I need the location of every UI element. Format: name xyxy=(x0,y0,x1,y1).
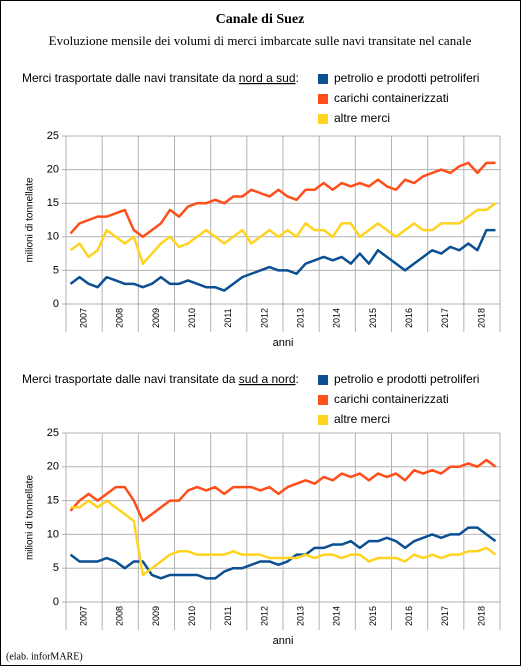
x-tick-label: 2013 xyxy=(295,606,305,626)
x-tick-label: 2014 xyxy=(332,606,342,626)
x-tick-label: 2018 xyxy=(476,308,486,328)
y-tick-label: 15 xyxy=(47,495,59,507)
heading-part: sud a nord xyxy=(239,372,296,386)
x-tick-label: 2015 xyxy=(368,606,378,626)
legend-swatch xyxy=(318,94,328,104)
y-axis-title: milioni di tonnellate xyxy=(25,177,36,262)
heading-part: : xyxy=(296,71,299,85)
x-tick-label: 2018 xyxy=(476,606,486,626)
y-tick-label: 5 xyxy=(53,562,59,574)
y-tick-label: 0 xyxy=(53,596,59,608)
series-line xyxy=(69,228,496,292)
x-tick-label: 2007 xyxy=(78,308,88,328)
x-tick-label: 2012 xyxy=(259,606,269,626)
legend-swatch xyxy=(318,395,328,405)
x-tick-label: 2011 xyxy=(223,308,233,327)
legend-label: petrolio e prodotti petroliferi xyxy=(334,372,479,386)
heading-part: Merci trasportate dalle navi transitate … xyxy=(22,71,239,85)
note: (elab. inforMARE) xyxy=(6,651,83,662)
heading-part: : xyxy=(296,372,299,386)
x-axis-title: anni xyxy=(273,337,294,349)
x-tick-label: 2009 xyxy=(151,308,161,328)
series-line xyxy=(69,458,497,523)
chart-heading: Merci trasportate dalle navi transitate … xyxy=(22,372,299,386)
x-tick-label: 2009 xyxy=(151,606,161,626)
x-tick-label: 2017 xyxy=(440,308,450,328)
legend-label: altre merci xyxy=(334,111,390,125)
y-axis-title: milioni di tonnellate xyxy=(25,475,36,560)
title: Canale di Suez xyxy=(216,12,305,27)
x-tick-label: 2010 xyxy=(187,606,197,626)
x-tick-label: 2016 xyxy=(404,308,414,328)
legend-swatch xyxy=(318,375,328,385)
y-tick-label: 15 xyxy=(47,197,59,209)
x-tick-label: 2013 xyxy=(295,308,305,328)
x-tick-label: 2008 xyxy=(115,606,125,626)
legend-label: carichi containerizzati xyxy=(334,392,449,406)
y-tick-label: 10 xyxy=(47,528,59,540)
x-tick-label: 2016 xyxy=(404,606,414,626)
x-tick-label: 2011 xyxy=(223,606,233,625)
y-tick-label: 20 xyxy=(47,461,59,473)
y-tick-label: 0 xyxy=(53,298,59,310)
y-tick-label: 25 xyxy=(47,130,59,142)
heading-part: nord a sud xyxy=(239,71,296,85)
legend-label: carichi containerizzati xyxy=(334,91,449,105)
x-axis-title: anni xyxy=(273,635,294,647)
y-tick-label: 10 xyxy=(47,231,59,243)
legend-swatch xyxy=(318,415,328,425)
x-tick-label: 2015 xyxy=(368,308,378,328)
series-line xyxy=(69,202,497,265)
series-line xyxy=(69,161,496,239)
x-tick-label: 2007 xyxy=(78,606,88,626)
legend-label: altre merci xyxy=(334,412,390,426)
legend-swatch xyxy=(318,114,328,124)
x-tick-label: 2008 xyxy=(115,308,125,328)
series-line xyxy=(70,499,497,577)
x-tick-label: 2010 xyxy=(187,308,197,328)
y-tick-label: 25 xyxy=(47,427,59,439)
y-tick-label: 5 xyxy=(53,264,59,276)
x-tick-label: 2012 xyxy=(259,308,269,328)
x-tick-label: 2014 xyxy=(332,308,342,328)
legend-swatch xyxy=(318,74,328,84)
chart-heading: Merci trasportate dalle navi transitate … xyxy=(22,71,299,85)
legend-label: petrolio e prodotti petroliferi xyxy=(334,71,479,85)
subtitle: Evoluzione mensile dei volumi di merci i… xyxy=(49,33,472,48)
x-tick-label: 2017 xyxy=(440,606,450,626)
heading-part: Merci trasportate dalle navi transitate … xyxy=(22,372,239,386)
y-tick-label: 20 xyxy=(47,164,59,176)
